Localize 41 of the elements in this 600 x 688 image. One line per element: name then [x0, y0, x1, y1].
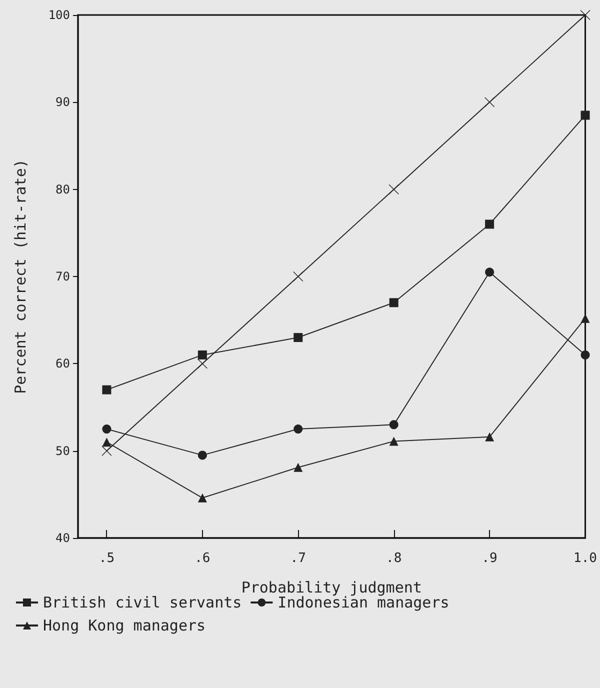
- point: [294, 333, 303, 342]
- legend-label: British civil servants: [43, 594, 242, 612]
- point: [102, 438, 112, 447]
- x-tick-label: .9: [482, 551, 498, 566]
- point: [293, 272, 304, 282]
- point: [389, 298, 398, 308]
- point: [102, 424, 112, 434]
- point: [485, 220, 494, 229]
- x-tick-label: .7: [290, 551, 306, 566]
- point: [294, 462, 303, 472]
- x-tick-label: .5: [98, 551, 115, 566]
- y-tick-label: 90: [56, 95, 70, 110]
- y-tick-label: 100: [48, 8, 70, 22]
- legend-label: Hong Kong managers: [43, 616, 206, 634]
- y-axis-title: Percent correct (hit-rate): [12, 159, 30, 394]
- x-tick-label: .6: [194, 551, 210, 566]
- point: [484, 97, 495, 108]
- point: [389, 420, 398, 430]
- point: [580, 110, 590, 120]
- point: [388, 184, 399, 194]
- point: [198, 450, 207, 460]
- point: [102, 446, 112, 456]
- point: [389, 436, 398, 446]
- x-axis-title: Probability judgment: [241, 578, 422, 596]
- point: [580, 350, 590, 360]
- x-tick-label: .8: [386, 551, 402, 566]
- point: [485, 432, 494, 442]
- y-tick-label: 50: [56, 444, 70, 458]
- point: [580, 10, 590, 20]
- x-tick-label: 1.0: [574, 551, 597, 566]
- point: [197, 358, 208, 369]
- point: [198, 493, 207, 502]
- y-tick-label: 80: [56, 182, 70, 196]
- point: [294, 424, 303, 434]
- point: [102, 385, 112, 394]
- y-tick-label: 40: [56, 531, 70, 545]
- point: [580, 314, 590, 323]
- y-tick-label: 70: [56, 270, 70, 284]
- point: [485, 268, 494, 277]
- y-tick-label: 60: [56, 356, 70, 371]
- point: [198, 350, 207, 360]
